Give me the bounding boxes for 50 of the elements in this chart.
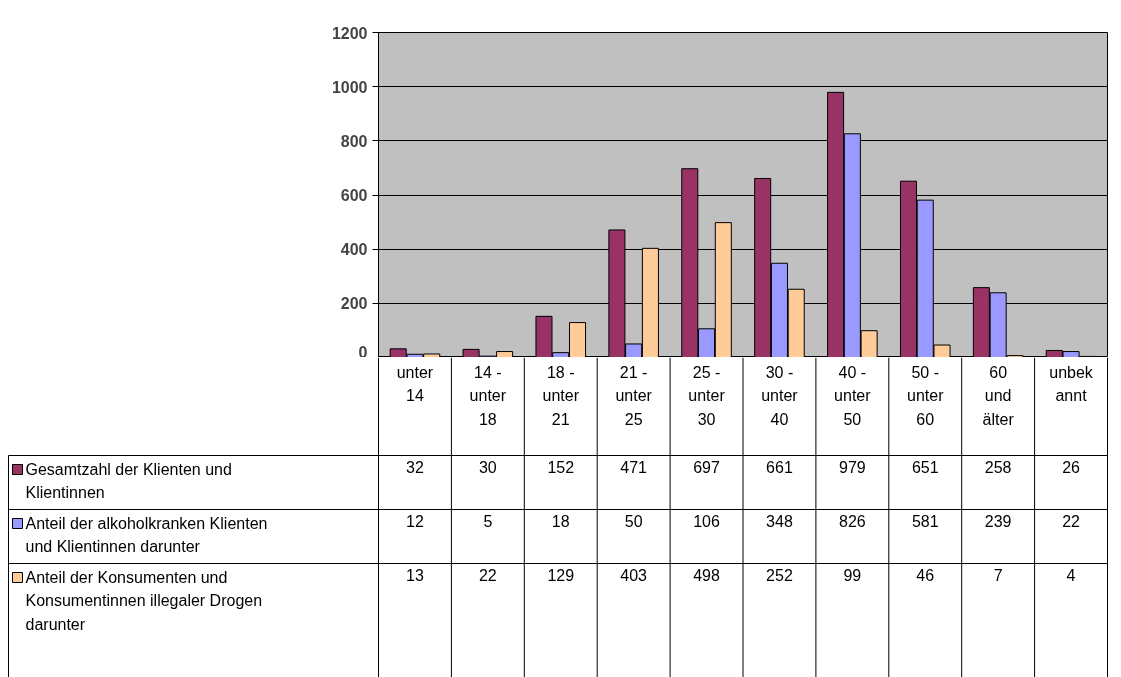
- y-tick-label: 400: [340, 241, 368, 259]
- x-tick-label: 18 - unter 21: [542, 363, 580, 429]
- data-label: 979: [839, 458, 866, 476]
- y-tick-label: 1000: [331, 78, 368, 96]
- data-label: 22: [1062, 512, 1081, 530]
- y-tick-label: 600: [340, 187, 368, 204]
- data-label: 129: [547, 566, 575, 584]
- x-tick-label: 25 - unter 30: [688, 363, 726, 429]
- y-tick-label: 200: [340, 295, 368, 313]
- data-label: 106: [693, 512, 720, 530]
- data-label: 258: [984, 458, 1012, 476]
- data-label: 4: [1066, 566, 1076, 584]
- data-label: 18: [551, 512, 570, 530]
- data-label: 13: [406, 566, 424, 584]
- data-label: 152: [547, 458, 575, 476]
- data-label: 99: [843, 566, 862, 584]
- x-tick-label: 40 - unter 50: [834, 363, 872, 429]
- data-label: 697: [693, 458, 720, 476]
- x-tick-label: 60 und älter: [982, 363, 1015, 429]
- data-label: 239: [984, 512, 1012, 530]
- x-tick-label: 30 - unter 40: [761, 363, 799, 429]
- legend-label: Gesamtzahl der Klienten und Klientinnen: [25, 460, 232, 502]
- legend-label: Anteil der alkoholkranken Klienten und Klientinnen darunter: [25, 514, 268, 556]
- data-label: 46: [916, 566, 935, 584]
- data-label: 22: [478, 566, 497, 584]
- legend-label: Anteil der Konsumenten und Konsumentinnen illegaler Drogen darunter: [25, 568, 263, 634]
- data-label: 471: [620, 458, 648, 476]
- data-label: 252: [766, 566, 793, 584]
- data-label: 651: [911, 458, 939, 476]
- data-label: 30: [478, 458, 497, 476]
- data-label: 5: [483, 512, 493, 530]
- x-tick-label: 14 - unter 18: [469, 363, 507, 429]
- y-tick-label: 0: [358, 343, 368, 361]
- x-tick-label: unter 14: [396, 363, 434, 405]
- data-label: 26: [1062, 458, 1081, 476]
- data-label: 348: [766, 512, 793, 530]
- data-label: 32: [406, 458, 424, 476]
- data-label: 661: [766, 458, 793, 476]
- x-tick-label: 21 - unter 25: [615, 363, 653, 429]
- data-label: 498: [693, 566, 720, 584]
- data-label: 50: [624, 512, 643, 530]
- x-tick-label: 50 - unter 60: [907, 363, 945, 429]
- data-label: 581: [911, 512, 939, 530]
- y-tick-label: 800: [340, 132, 368, 150]
- data-label: 12: [406, 512, 424, 530]
- x-tick-label: unbekannt: [1049, 363, 1094, 405]
- data-label: 403: [620, 566, 648, 584]
- data-label: 7: [993, 566, 1003, 584]
- data-label: 826: [839, 512, 866, 530]
- y-tick-label: 1200: [331, 24, 368, 42]
